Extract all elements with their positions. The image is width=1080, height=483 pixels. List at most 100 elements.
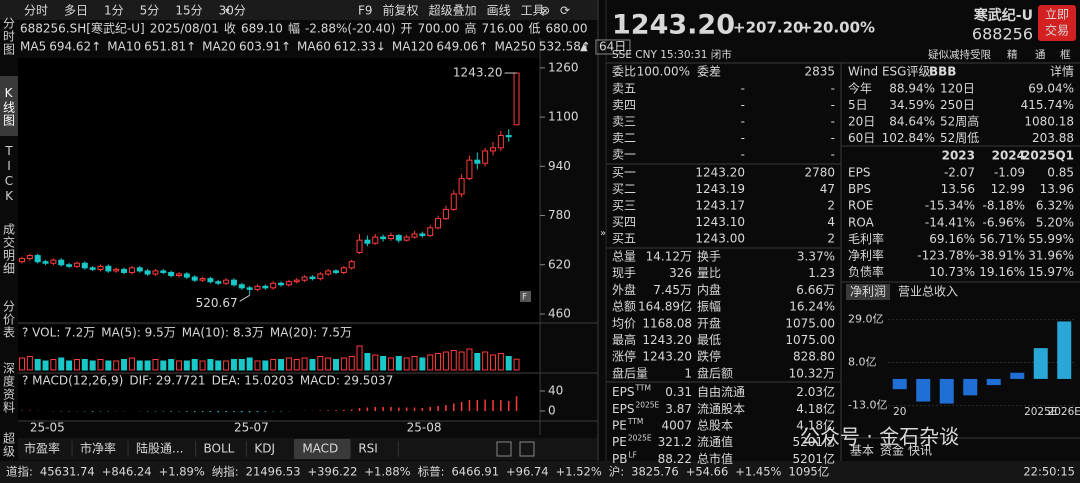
info-text: -2.88%(-20.40) bbox=[305, 22, 396, 36]
ma-value: 651.81↑ bbox=[144, 40, 196, 54]
indicator-tab[interactable]: RSI bbox=[358, 442, 378, 456]
volume-bar bbox=[246, 357, 253, 371]
toolbar-tab[interactable]: 5分 bbox=[140, 4, 160, 18]
stat-label: 现手 bbox=[612, 266, 636, 280]
volume-bar bbox=[435, 353, 442, 371]
indicator-tab[interactable]: KDJ bbox=[254, 442, 275, 456]
stat-value: 4.18亿 bbox=[796, 418, 835, 433]
toolbar-tool[interactable]: 工具 bbox=[521, 4, 545, 18]
perf-value: 102.84% bbox=[882, 131, 935, 145]
status-item: 3825.76 bbox=[631, 465, 679, 479]
bid-volume: 4 bbox=[827, 215, 835, 229]
profit-bar bbox=[986, 378, 1001, 386]
volume-bar bbox=[372, 354, 379, 371]
fin-value: 56.71% bbox=[979, 232, 1025, 246]
volume-bar bbox=[34, 359, 41, 371]
toolbar-tab[interactable]: 分时 bbox=[24, 4, 48, 18]
volume-bar bbox=[348, 356, 355, 371]
info-tab[interactable]: 快讯 bbox=[908, 444, 932, 458]
esg-link[interactable]: 详情 bbox=[1050, 64, 1074, 79]
candle-body bbox=[89, 267, 96, 270]
indicator-tab[interactable]: 陆股通... bbox=[136, 441, 183, 456]
indicator-tab[interactable]: 市净率 bbox=[80, 441, 116, 456]
status-item: +96.74 bbox=[506, 465, 549, 479]
bid-label: 买三 bbox=[612, 199, 636, 213]
x-tick-label: 2026E bbox=[1048, 406, 1080, 418]
indicator-tab[interactable]: MACD bbox=[302, 442, 338, 456]
sidebar-tab[interactable]: TICK bbox=[2, 144, 16, 204]
candle-body bbox=[419, 233, 426, 237]
info-text: 680.00 bbox=[546, 22, 588, 36]
profit-tab[interactable]: 净利润 bbox=[850, 285, 886, 299]
volume-bar bbox=[73, 359, 80, 371]
last-price: 1243.20 bbox=[612, 10, 735, 41]
period[interactable]: 64日 bbox=[599, 40, 626, 54]
fin-value: 55.99% bbox=[1028, 232, 1074, 246]
tab-highlight bbox=[846, 284, 891, 300]
indicator-tab[interactable]: 市盈率 bbox=[24, 441, 60, 456]
ma-name: MA20 bbox=[202, 40, 236, 54]
candle-body bbox=[121, 268, 128, 273]
candle-body bbox=[128, 267, 135, 273]
trade-button[interactable] bbox=[1038, 5, 1076, 41]
trade-button-text[interactable]: 交易 bbox=[1045, 23, 1069, 38]
trade-button-text[interactable]: 立即 bbox=[1045, 7, 1069, 22]
stat-value: 3.87 bbox=[665, 402, 692, 416]
volume-bar bbox=[403, 357, 410, 371]
status-item: 纳指: bbox=[212, 465, 239, 479]
stat-label: PE bbox=[612, 419, 627, 433]
stat-label: 盘后额 bbox=[697, 365, 733, 380]
stat-value: 88.22 bbox=[658, 452, 692, 466]
ma-name: MA60 bbox=[297, 40, 331, 54]
profit-tab[interactable]: 营业总收入 bbox=[898, 285, 958, 299]
toolbar-tool[interactable]: F9 bbox=[358, 4, 373, 18]
toolbar-tab[interactable]: 多日 bbox=[64, 4, 88, 18]
toolbar-tool[interactable]: 前复权 bbox=[383, 3, 419, 18]
bid-label: 买二 bbox=[612, 182, 636, 196]
candle-body bbox=[238, 284, 245, 289]
sidebar-tab[interactable]: K线图 bbox=[0, 76, 18, 136]
stat-value: 1168.08 bbox=[642, 316, 692, 330]
stat-label: 总量 bbox=[612, 250, 636, 264]
perf-value: 84.64% bbox=[889, 115, 935, 129]
volume-bar bbox=[262, 360, 269, 371]
ask-volume: - bbox=[831, 98, 835, 112]
collapse-arrow[interactable]: » bbox=[600, 228, 606, 239]
sidebar-tab[interactable]: 超级 bbox=[1, 432, 16, 458]
status-item: 标普: bbox=[418, 465, 445, 479]
sidebar-tab[interactable]: 成交明细 bbox=[1, 223, 16, 275]
info-tab[interactable]: 资金 bbox=[880, 443, 904, 458]
info-text: 700.00 bbox=[417, 22, 459, 36]
volume-bar bbox=[183, 360, 190, 371]
perf-value: 34.59% bbox=[889, 98, 935, 112]
sidebar-tab[interactable]: 分时图 bbox=[1, 17, 16, 56]
toolbar-tab[interactable]: 30分 bbox=[219, 4, 246, 18]
macd-label: DIF: 29.7721 bbox=[129, 374, 205, 388]
volume-bar bbox=[144, 360, 151, 371]
indicator-tab[interactable]: BOLL bbox=[203, 442, 234, 456]
add-button[interactable] bbox=[496, 441, 512, 457]
stat-label: 外盘 bbox=[612, 282, 636, 297]
candle-body bbox=[442, 208, 449, 220]
toolbar-tool[interactable]: 超级叠加 bbox=[429, 3, 477, 18]
ma-value: 603.91↑ bbox=[239, 40, 291, 54]
perf-value: 1080.18 bbox=[1024, 115, 1074, 129]
vol-label: MA(20): 7.5万 bbox=[270, 326, 352, 340]
volume-bar bbox=[513, 358, 520, 371]
volume-bar bbox=[238, 359, 245, 371]
fin-value: -8.18% bbox=[983, 199, 1025, 213]
bid-price: 1243.10 bbox=[695, 215, 745, 229]
toolbar-tool[interactable]: 画线 bbox=[487, 4, 511, 18]
toolbar-tab[interactable]: 1分 bbox=[104, 4, 124, 18]
candle-body bbox=[254, 285, 261, 290]
sidebar-tab[interactable]: 深度资料 bbox=[1, 362, 16, 414]
more-button[interactable] bbox=[519, 441, 535, 457]
fin-value: -38.91% bbox=[975, 249, 1025, 263]
info-tab[interactable]: 基本 bbox=[850, 444, 874, 458]
ask-label: 卖三 bbox=[612, 115, 636, 129]
candle-body bbox=[191, 276, 198, 281]
tag: 框 bbox=[1060, 48, 1071, 61]
bid-price: 1243.19 bbox=[695, 182, 745, 196]
sidebar-tab[interactable]: 分价表 bbox=[1, 299, 16, 339]
toolbar-tab[interactable]: 15分 bbox=[175, 4, 202, 18]
